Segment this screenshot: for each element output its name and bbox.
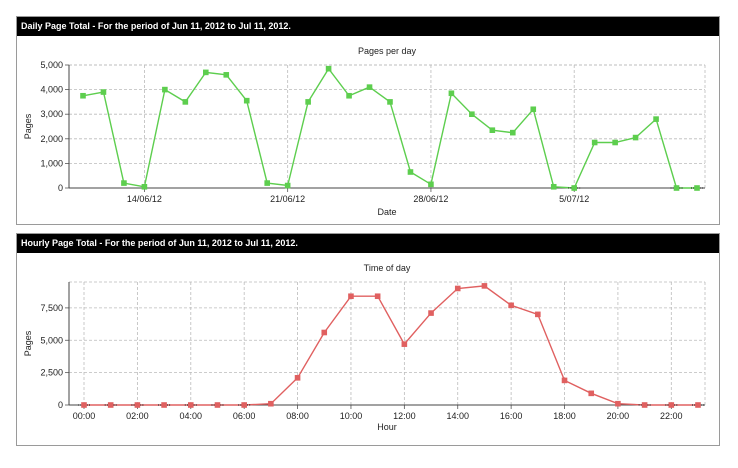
data-point: [134, 402, 141, 408]
data-point: [535, 311, 541, 318]
chart-title: Pages per day: [358, 46, 417, 56]
data-point: [203, 69, 209, 76]
data-point: [294, 375, 301, 381]
data-point: [162, 86, 168, 93]
data-point: [428, 181, 434, 188]
data-point: [588, 390, 595, 397]
x-tick-label: 12:00: [393, 411, 416, 421]
data-point: [401, 341, 408, 347]
daily-panel-header: Daily Page Total - For the period of Jun…: [17, 17, 719, 36]
data-point: [561, 377, 568, 384]
data-point: [325, 65, 332, 72]
x-tick-label: 02:00: [126, 411, 149, 421]
data-point: [264, 180, 270, 186]
data-point: [223, 72, 230, 78]
data-point: [321, 329, 328, 336]
y-tick-label: 0: [58, 183, 63, 193]
x-tick-label: 16:00: [500, 411, 523, 421]
data-point: [481, 283, 488, 289]
data-point: [100, 89, 107, 95]
y-tick-label: 2,500: [40, 368, 63, 378]
y-tick-label: 0: [58, 400, 63, 410]
hourly-panel-header: Hourly Page Total - For the period of Ju…: [17, 234, 719, 253]
data-point: [448, 90, 455, 97]
x-tick-label: 28/06/12: [413, 194, 448, 204]
data-point: [187, 402, 194, 408]
data-point: [550, 183, 557, 190]
y-axis-label: Pages: [23, 113, 33, 139]
data-point: [673, 185, 680, 191]
data-point: [241, 402, 247, 408]
x-tick-label: 21/06/12: [270, 194, 305, 204]
pages-per-day-chart: Pages per day 0 1,000 2,000 3,000 4,000 5,000 1…: [23, 46, 706, 217]
data-point: [284, 182, 291, 189]
data-point: [407, 169, 414, 175]
data-point: [615, 400, 621, 407]
data-point: [346, 92, 352, 99]
daily-page-total-panel: Daily Page Total - For the period of Jun…: [16, 16, 720, 225]
data-point: [641, 402, 648, 408]
data-point: [653, 116, 659, 122]
data-point: [374, 293, 381, 300]
data-point: [612, 139, 618, 146]
x-tick-label: 5/07/12: [559, 194, 589, 204]
y-tick-label: 2,000: [40, 134, 63, 144]
y-tick-label: 3,000: [40, 109, 63, 119]
data-point: [182, 99, 189, 105]
data-point: [489, 127, 496, 133]
y-tick-label: 4,000: [40, 85, 63, 95]
data-point: [387, 99, 393, 105]
chart-title: Time of day: [364, 263, 411, 273]
x-tick-label: 04:00: [180, 411, 203, 421]
data-point: [694, 185, 700, 191]
data-point: [428, 310, 434, 316]
hourly-page-total-panel: Hourly Page Total - For the period of Ju…: [16, 233, 720, 446]
data-point: [348, 293, 354, 300]
y-tick-label: 5,000: [40, 60, 63, 70]
series-line: [82, 67, 697, 189]
data-point: [469, 111, 475, 117]
data-point: [161, 402, 167, 408]
data-point: [510, 129, 516, 136]
data-point: [214, 402, 221, 408]
x-tick-label: 14:00: [446, 411, 469, 421]
data-point: [81, 402, 87, 408]
data-point: [366, 84, 373, 90]
data-point: [243, 97, 250, 104]
data-point: [121, 180, 127, 186]
data-point: [141, 183, 148, 190]
x-axis-label: Date: [377, 207, 396, 217]
x-tick-label: 22:00: [660, 411, 683, 421]
data-point: [591, 139, 598, 146]
data-point: [632, 134, 639, 141]
data-point: [454, 285, 461, 292]
data-point: [668, 402, 675, 408]
x-tick-label: 18:00: [553, 411, 576, 421]
x-tick-label: 10:00: [340, 411, 363, 421]
time-of-day-chart: Time of day 0 2,500 5,000 7,500 00:00 02:00 04:…: [23, 263, 706, 432]
x-tick-label: 00:00: [73, 411, 96, 421]
x-tick-label: 14/06/12: [127, 194, 162, 204]
series-line: [84, 285, 698, 406]
y-tick-label: 7,500: [40, 303, 63, 313]
y-tick-label: 5,000: [40, 335, 63, 345]
x-tick-label: 06:00: [233, 411, 256, 421]
data-point: [107, 402, 114, 408]
data-point: [268, 400, 274, 407]
y-axis-label: Pages: [23, 330, 33, 356]
data-point: [571, 185, 577, 191]
data-point: [80, 92, 86, 99]
data-point: [305, 99, 311, 105]
data-point: [530, 106, 537, 113]
x-axis-label: Hour: [377, 422, 397, 432]
data-point: [508, 302, 514, 309]
x-tick-label: 08:00: [286, 411, 309, 421]
x-tick-label: 20:00: [607, 411, 630, 421]
y-tick-label: 1,000: [40, 158, 63, 168]
data-point: [695, 402, 701, 408]
